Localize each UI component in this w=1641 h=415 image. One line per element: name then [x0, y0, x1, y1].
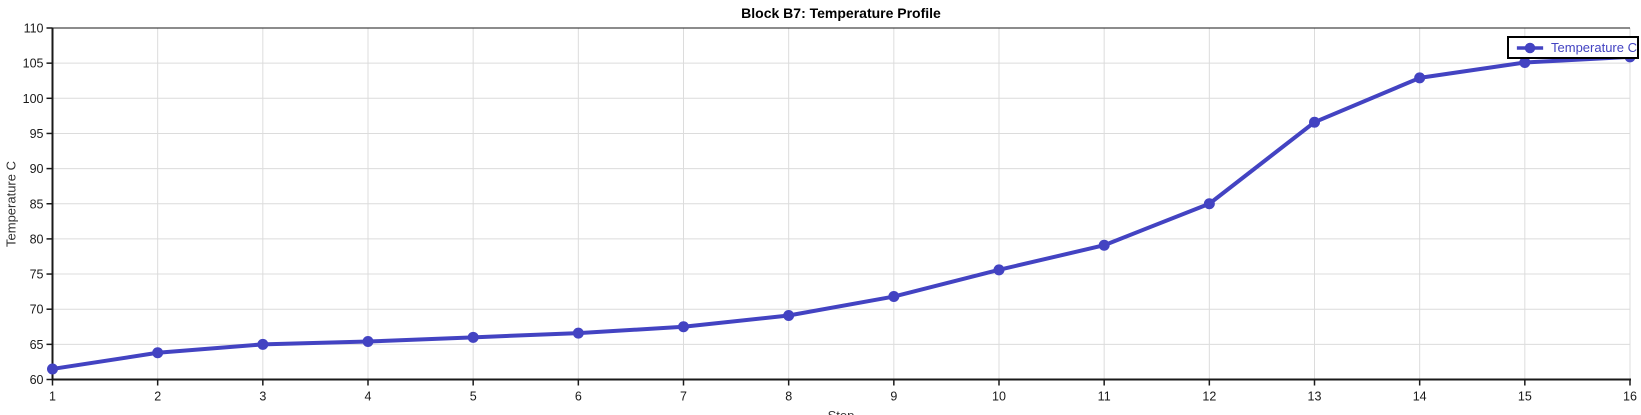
legend-label: Temperature C	[1551, 40, 1637, 55]
data-point-marker	[467, 331, 479, 343]
y-tick-label: 105	[23, 57, 44, 71]
data-point-marker	[993, 264, 1005, 276]
data-point-marker	[1098, 239, 1110, 251]
data-point-marker	[1519, 56, 1531, 68]
series-line	[50, 54, 1632, 371]
y-tick-label: 60	[30, 373, 44, 387]
x-tick-label: 13	[1308, 390, 1322, 404]
y-tick-label: 85	[30, 197, 44, 211]
x-tick-label: 10	[992, 390, 1006, 404]
x-tick-label: 9	[890, 390, 897, 404]
y-tick-label: 65	[30, 338, 44, 352]
data-point-marker	[783, 310, 795, 322]
x-tick-label: 16	[1623, 390, 1637, 404]
x-tick-label: 2	[154, 390, 161, 404]
y-tick-label: 75	[30, 268, 44, 282]
legend: Temperature C	[1507, 36, 1639, 59]
data-point-marker	[1309, 116, 1320, 128]
data-point-marker	[678, 321, 689, 333]
x-tick-label: 1	[49, 390, 56, 404]
y-tick-label: 95	[30, 127, 44, 141]
data-point-marker	[888, 291, 900, 303]
x-tick-label: 11	[1098, 390, 1111, 404]
x-axis-title: Step	[828, 408, 855, 415]
data-point-marker	[1414, 72, 1426, 84]
y-tick-label: 70	[30, 303, 44, 317]
data-point-marker	[152, 347, 164, 359]
x-tick-label: 12	[1202, 390, 1216, 404]
legend-line-circle-icon	[1516, 42, 1544, 53]
x-tick-label: 14	[1413, 390, 1427, 404]
x-tick-label: 6	[575, 390, 582, 404]
data-point-marker	[47, 363, 58, 375]
x-tick-label: 4	[365, 390, 372, 404]
x-tick-label: 15	[1518, 390, 1532, 404]
y-tick-label: 80	[30, 232, 44, 246]
data-point-marker	[257, 338, 269, 350]
x-tick-label: 5	[470, 390, 477, 404]
chart-title: Block B7: Temperature Profile	[741, 5, 941, 21]
data-point-marker	[572, 327, 584, 339]
x-tick-label: 3	[259, 390, 266, 404]
x-tick-label: 7	[680, 390, 687, 404]
y-tick-label: 100	[23, 92, 44, 106]
data-point-marker	[362, 336, 374, 348]
y-tick-label: 90	[30, 162, 44, 176]
data-point-marker	[1203, 198, 1215, 210]
y-axis-title: Temperature C	[3, 161, 19, 247]
y-tick-label: 110	[24, 22, 44, 36]
x-tick-label: 8	[785, 390, 792, 404]
